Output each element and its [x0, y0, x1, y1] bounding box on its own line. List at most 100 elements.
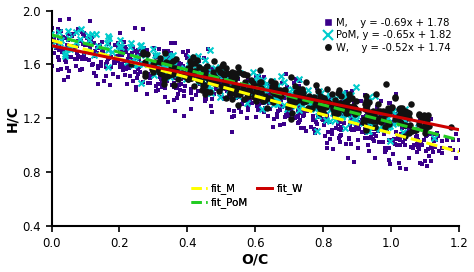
Point [386, 101, 393, 105]
Point [399, 140, 407, 144]
Point [345, 97, 353, 102]
Point [94, 44, 102, 48]
Point [169, 63, 176, 68]
Point [318, 110, 326, 114]
Point [434, 134, 442, 138]
Point [246, 86, 254, 91]
Point [292, 97, 299, 101]
Point [143, 75, 151, 80]
Point [179, 71, 186, 75]
Point [210, 67, 218, 71]
Point [188, 55, 196, 60]
Point [59, 35, 66, 40]
Point [230, 82, 238, 87]
Point [312, 106, 319, 110]
Point [239, 86, 246, 90]
Point [62, 60, 70, 64]
Point [212, 76, 220, 80]
Point [73, 30, 80, 35]
Point [402, 119, 410, 123]
Point [257, 80, 264, 84]
Point [167, 54, 174, 58]
Point [332, 102, 339, 106]
Point [184, 76, 192, 81]
Point [295, 113, 302, 118]
Point [192, 67, 200, 71]
Point [56, 18, 64, 22]
Point [165, 73, 173, 77]
Point [129, 78, 137, 83]
Point [254, 73, 261, 78]
Point [383, 82, 390, 86]
Point [238, 90, 246, 94]
Point [98, 49, 105, 53]
Point [35, 45, 42, 49]
Point [336, 105, 344, 109]
Point [225, 83, 232, 88]
Point [223, 71, 231, 76]
Point [232, 75, 239, 79]
Point [105, 48, 112, 52]
Point [313, 122, 320, 126]
Point [134, 72, 142, 76]
Point [329, 110, 337, 115]
Point [336, 101, 343, 106]
Point [243, 101, 250, 105]
Point [143, 71, 151, 76]
Point [340, 108, 347, 112]
Point [273, 91, 280, 95]
Point [414, 138, 421, 143]
Point [288, 111, 296, 115]
Point [392, 94, 399, 99]
Point [221, 81, 229, 86]
Point [344, 103, 352, 108]
Point [128, 53, 136, 57]
Point [281, 88, 289, 92]
Point [423, 132, 430, 137]
Point [287, 107, 295, 111]
Point [231, 85, 239, 89]
Point [251, 96, 258, 100]
Point [192, 93, 200, 97]
Point [237, 110, 245, 114]
Point [161, 95, 169, 99]
Point [285, 113, 293, 118]
Point [294, 115, 301, 119]
Point [131, 48, 139, 53]
Point [187, 87, 194, 91]
Point [382, 146, 389, 150]
Point [327, 96, 335, 100]
Point [118, 53, 126, 58]
Point [430, 136, 438, 140]
Point [188, 70, 195, 75]
Point [253, 95, 261, 100]
Point [106, 56, 113, 60]
Point [160, 77, 168, 81]
Point [234, 77, 241, 81]
Point [151, 45, 158, 50]
Point [328, 92, 336, 96]
Point [421, 123, 428, 128]
Point [50, 51, 58, 55]
Point [204, 66, 212, 70]
Point [164, 49, 172, 53]
Point [54, 68, 62, 72]
Point [384, 120, 392, 125]
Point [133, 76, 140, 80]
Point [167, 72, 175, 76]
Point [212, 73, 219, 78]
Point [347, 106, 355, 110]
Point [362, 129, 370, 133]
Point [220, 78, 228, 83]
Point [325, 120, 333, 125]
Point [195, 56, 203, 60]
Point [194, 80, 201, 84]
Point [241, 81, 248, 86]
Point [370, 132, 378, 137]
Point [418, 143, 426, 147]
Point [141, 70, 148, 75]
Point [415, 147, 423, 152]
Point [283, 106, 291, 111]
Point [334, 110, 341, 115]
Point [371, 113, 379, 118]
